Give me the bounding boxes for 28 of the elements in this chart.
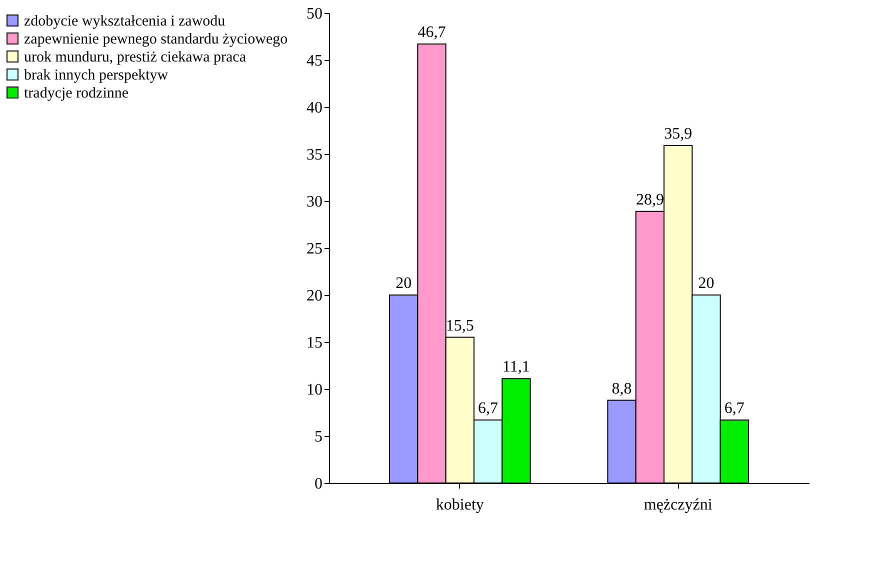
y-tick-label: 5 bbox=[314, 428, 322, 446]
data-label: 8,8 bbox=[612, 380, 632, 398]
y-tick-label: 50 bbox=[306, 6, 322, 22]
y-tick-label: 15 bbox=[306, 334, 322, 352]
data-label: 20 bbox=[698, 275, 714, 292]
y-tick-label: 20 bbox=[306, 288, 322, 304]
data-label: 35,9 bbox=[664, 126, 692, 143]
data-label: 11,1 bbox=[502, 358, 530, 376]
y-tick-label: 45 bbox=[306, 52, 322, 70]
legend-label: zapewnienie pewnego standardu życiowego bbox=[24, 32, 288, 48]
data-label: 28,9 bbox=[636, 191, 664, 208]
y-tick-label: 35 bbox=[306, 146, 322, 164]
y-tick-label: 25 bbox=[306, 240, 322, 258]
legend-label: tradycje rodzinne bbox=[24, 86, 129, 102]
data-label: 15,5 bbox=[446, 317, 474, 334]
y-tick-label: 0 bbox=[314, 476, 322, 492]
x-tick-label: kobiety bbox=[436, 496, 484, 514]
legend-label: urok munduru, prestiż ciekawa praca bbox=[24, 50, 246, 66]
x-tick-label: mężczyźni bbox=[644, 496, 713, 514]
data-label: 6,7 bbox=[478, 400, 498, 418]
data-label: 46,7 bbox=[418, 24, 446, 42]
y-tick-label: 40 bbox=[306, 100, 322, 116]
y-tick-label: 30 bbox=[306, 194, 322, 210]
legend-label: zdobycie wykształcenia i zawodu bbox=[24, 14, 226, 30]
data-label: 6,7 bbox=[724, 400, 744, 418]
legend-label: brak innych perspektyw bbox=[24, 68, 168, 84]
data-label: 20 bbox=[396, 275, 412, 292]
y-tick-label: 10 bbox=[306, 382, 322, 398]
